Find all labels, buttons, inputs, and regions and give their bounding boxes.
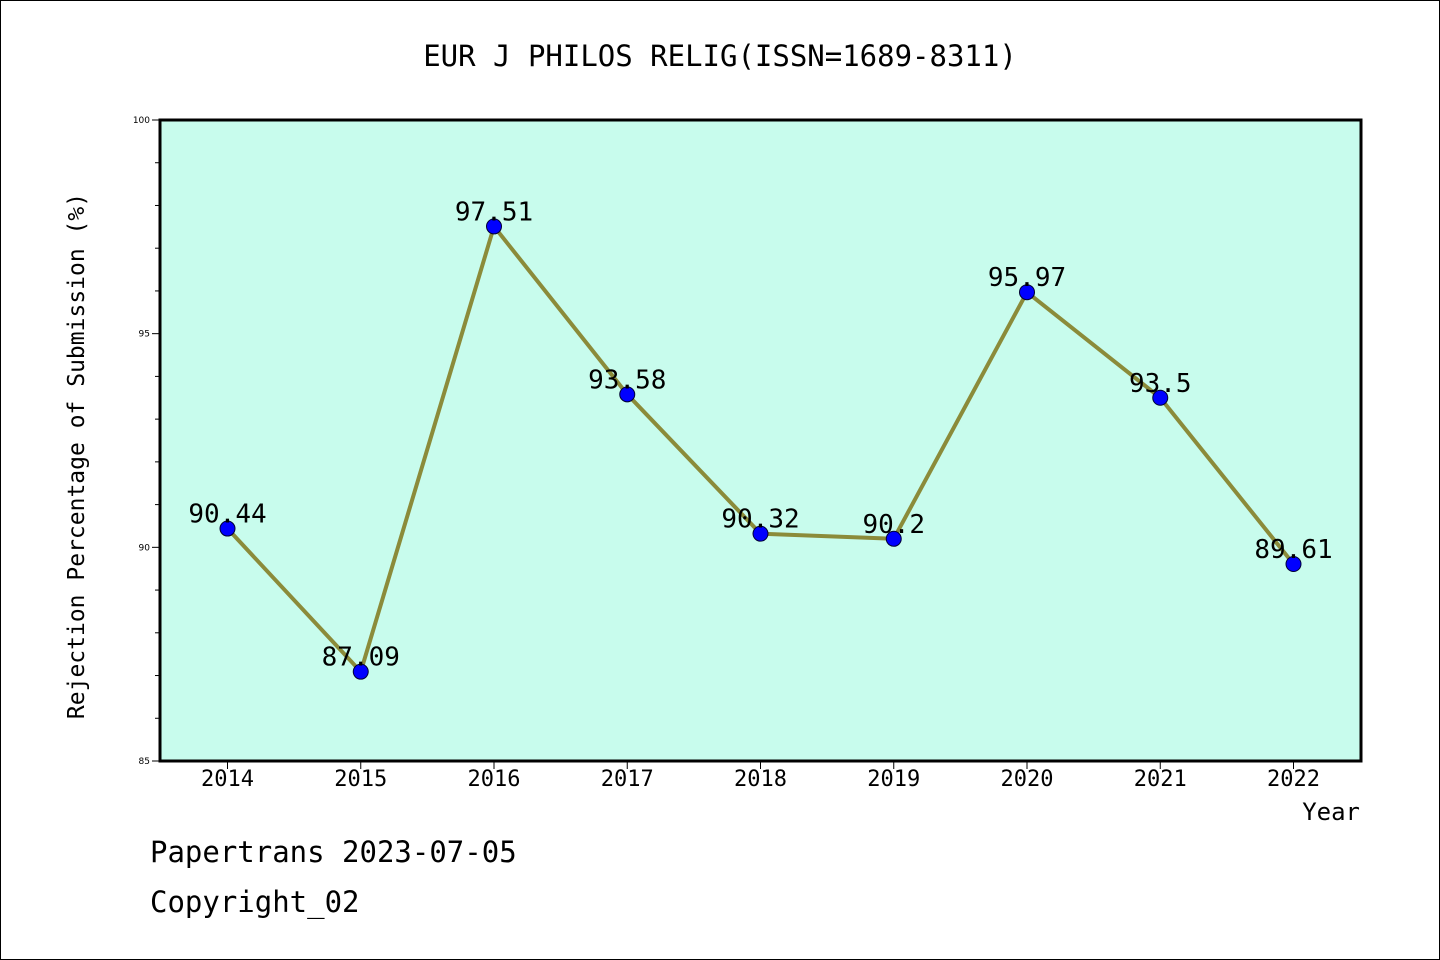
x-tick-label: 2020 (1001, 767, 1054, 792)
x-axis-ticks: 2014 2015 2016 2017 2018 2019 2020 2021 2022 (201, 761, 1320, 792)
data-label: 89.61 (1254, 535, 1332, 565)
x-tick-label: 2018 (734, 767, 787, 792)
y-axis-ticks: 85 90 95 100 (133, 116, 160, 767)
x-tick-label: 2019 (867, 767, 920, 792)
data-point (752, 525, 769, 542)
y-tick-label: 90 (139, 543, 151, 553)
data-point (486, 218, 502, 235)
y-axis-label: Rejection Percentage of Submission (%) (64, 193, 90, 719)
plot-area (158, 118, 1363, 763)
footer-date: Papertrans 2023-07-05 (150, 835, 517, 869)
data-point (219, 520, 236, 537)
data-point (619, 386, 636, 403)
data-point (885, 530, 902, 547)
x-tick-label: 2021 (1134, 767, 1187, 792)
data-label: 97.51 (455, 197, 533, 227)
x-tick-label: 2022 (1267, 767, 1320, 792)
data-label: 87.09 (322, 643, 400, 673)
data-label: 95.97 (988, 263, 1066, 293)
chart-title: EUR J PHILOS RELIG(ISSN=1689-8311) (423, 39, 1017, 73)
x-tick-label: 2014 (201, 767, 254, 792)
x-tick-label: 2016 (468, 767, 521, 792)
data-point (1152, 389, 1169, 406)
data-label: 90.44 (188, 500, 266, 530)
data-label: 93.58 (588, 365, 666, 395)
x-axis-label: Year (1302, 798, 1360, 826)
footer-copyright: Copyright_02 (150, 885, 360, 919)
data-label: 90.2 (862, 510, 925, 540)
data-point (1019, 284, 1035, 301)
y-tick-label: 95 (139, 330, 150, 340)
x-tick-label: 2017 (601, 767, 654, 792)
series-group: 90.44 87.09 97.51 93.58 90.32 90.2 95.97 93.5 89… (188, 197, 1333, 680)
x-tick-label: 2015 (334, 767, 387, 792)
y-tick-label: 100 (133, 116, 150, 126)
data-label: 93.5 (1129, 369, 1192, 399)
data-label: 90.32 (721, 505, 799, 535)
data-point (1285, 555, 1302, 572)
data-point (352, 663, 369, 680)
y-tick-label: 85 (139, 757, 150, 767)
